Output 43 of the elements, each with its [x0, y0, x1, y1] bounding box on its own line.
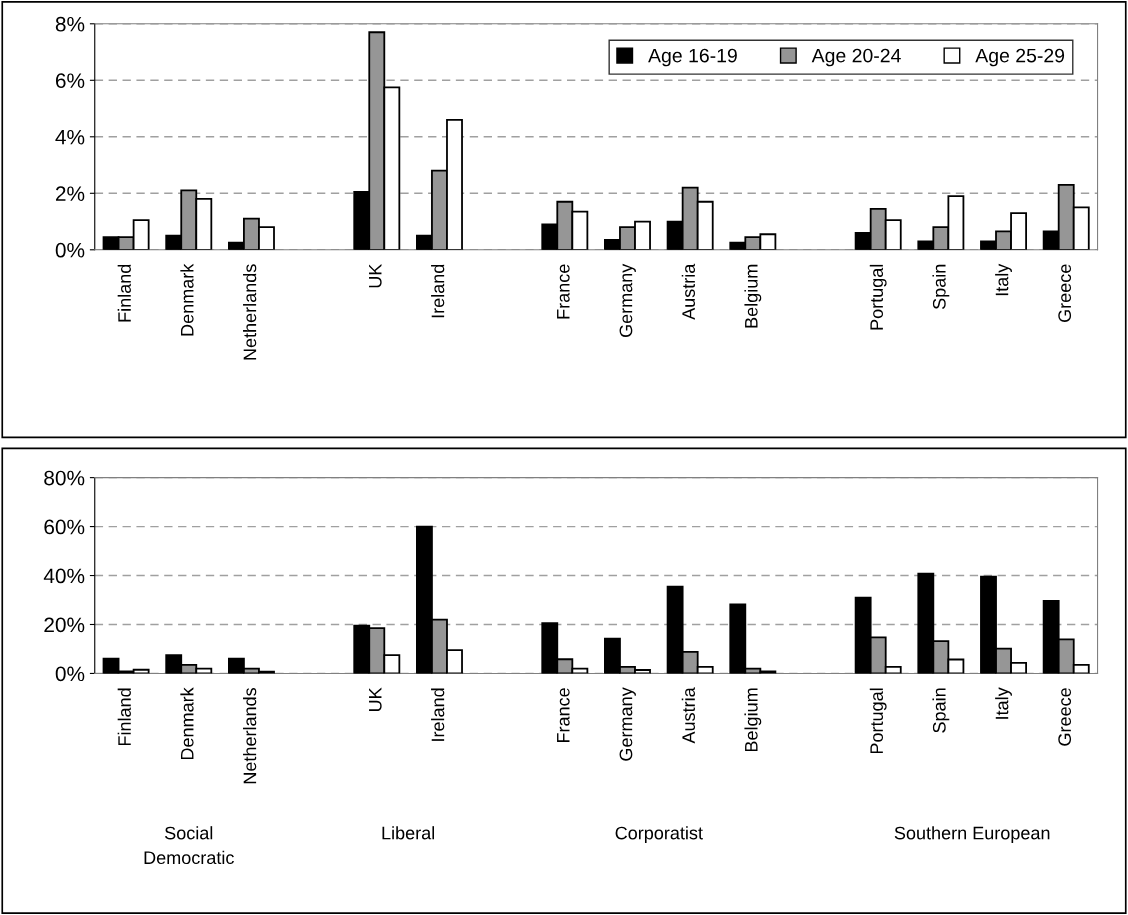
y-tick-label: 80% — [44, 470, 85, 486]
x-tick-label: Denmark — [180, 687, 194, 760]
y-tick-label: 40% — [43, 568, 85, 584]
legend-label: Age 16-19 — [648, 48, 737, 67]
x-tick-label: Netherlands — [243, 687, 257, 784]
x-tick-label: Ireland — [431, 688, 445, 741]
x-tick-label: Greece — [1058, 264, 1072, 322]
text: Liberal — [382, 826, 435, 840]
x-tick-label: UK — [369, 263, 382, 288]
x-tick-label: Finland — [117, 264, 131, 322]
x-tick-label: Italy — [995, 263, 1012, 296]
x-tick-label: Portugal — [869, 688, 887, 754]
legend-label: Age 20-24 — [811, 48, 901, 67]
x-tick-label: Germany — [619, 687, 636, 761]
x-tick-label: France — [557, 264, 570, 319]
y-tick-label: 8% — [55, 16, 85, 32]
y-tick-label: 0% — [55, 242, 85, 258]
y-tick-label: 0% — [55, 666, 85, 682]
x-tick-label: Denmark — [180, 263, 194, 336]
text: Southern European — [894, 826, 1050, 843]
x-tick-label: Belgium — [744, 688, 762, 752]
x-tick-label: Spain — [932, 264, 950, 310]
text: Social Democratic — [144, 826, 234, 865]
x-tick-label: Netherlands — [243, 264, 257, 360]
y-tick-label: 6% — [55, 73, 85, 89]
x-tick-label: Spain — [932, 688, 950, 733]
x-tick-label: Germany — [619, 263, 636, 338]
y-tick-label: 20% — [44, 617, 85, 633]
x-tick-label: Finland — [117, 688, 131, 746]
y-tick-label: 60% — [44, 519, 85, 535]
text: Corporatist — [615, 826, 703, 843]
x-tick-label: Austria — [681, 687, 696, 744]
x-tick-label: Austria — [681, 263, 696, 320]
y-tick-label: 4% — [55, 129, 85, 145]
y-tick-label: 2% — [55, 186, 85, 201]
legend-label: Age 25-29 — [975, 48, 1065, 67]
x-tick-label: Greece — [1058, 688, 1072, 746]
x-tick-label: Portugal — [869, 264, 887, 330]
x-tick-label: UK — [369, 687, 382, 712]
x-tick-label: Italy — [995, 687, 1012, 719]
x-tick-label: Belgium — [744, 264, 762, 328]
x-tick-label: France — [557, 688, 570, 743]
x-tick-label: Ireland — [431, 264, 445, 318]
